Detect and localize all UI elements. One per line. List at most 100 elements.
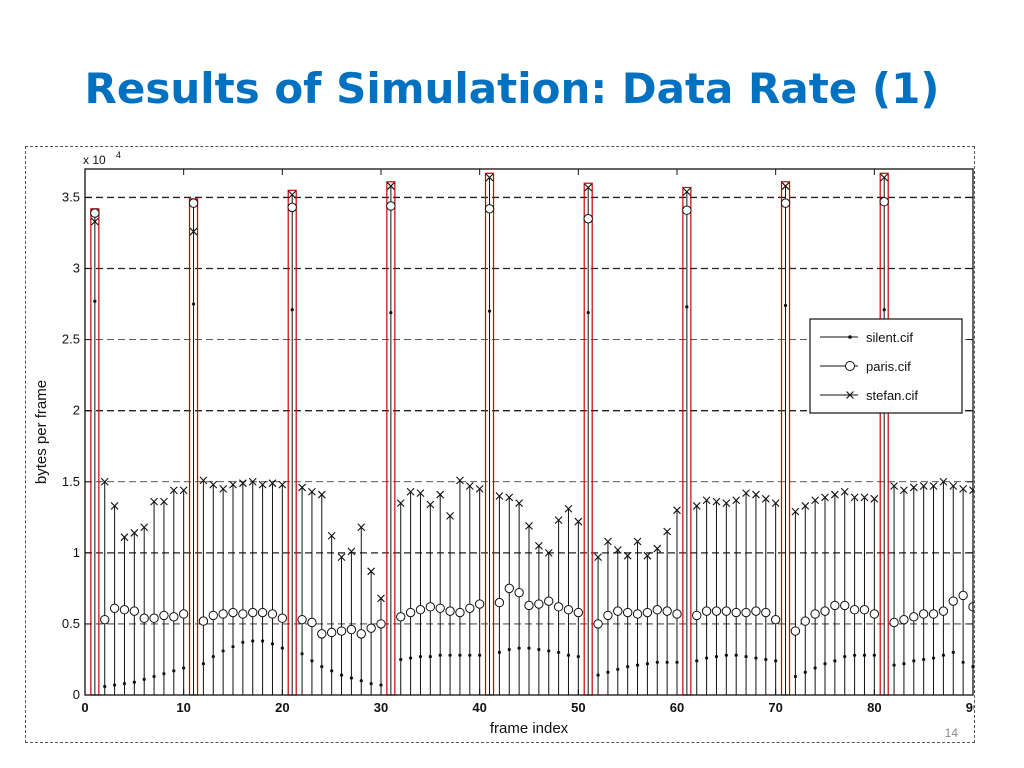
stefan-point: [100, 477, 109, 486]
stefan-point: [692, 502, 701, 510]
stefan-point: [485, 173, 494, 182]
stefan-point: [308, 487, 316, 496]
silent-point: [142, 677, 146, 681]
y-axis-label: bytes per frame: [33, 380, 50, 484]
silent-point: [290, 308, 294, 312]
stefan-point: [860, 493, 869, 502]
silent-point: [853, 653, 857, 657]
axes-box: [84, 168, 974, 696]
stefan-point: [160, 497, 168, 506]
paris-point: [238, 609, 248, 619]
silent-point: [813, 666, 817, 670]
silent-point: [557, 650, 561, 654]
paris-point: [563, 605, 574, 615]
paris-point: [257, 607, 268, 618]
paris-point: [494, 597, 505, 608]
paris-point: [859, 605, 870, 615]
paris-point: [721, 606, 732, 616]
stefan-point: [416, 489, 425, 498]
stefan-point: [396, 499, 405, 507]
paris-point: [524, 600, 534, 611]
stefan-point: [643, 551, 652, 560]
stem-chart: 0 0.5 1 1.5 2 2.5 3 3.5 0 10 20 30 40 50 60 70 80 90 x 10 4…: [33, 150, 974, 737]
paris-point: [90, 208, 100, 218]
x-tick-label: 80: [867, 700, 881, 715]
x-tick-label: 20: [275, 700, 289, 715]
paris-point: [396, 612, 406, 622]
silent-point: [428, 655, 432, 659]
y-tick-label: 0: [73, 687, 80, 702]
silent-point: [645, 662, 650, 666]
silent-point: [152, 674, 156, 679]
stefan-point: [712, 497, 721, 506]
paris-point: [790, 626, 801, 636]
legend-marker-dot: [848, 335, 852, 339]
silent-point: [211, 655, 215, 659]
silent-point: [231, 645, 235, 649]
stefan-point: [317, 490, 326, 499]
y-exponent-power: 4: [116, 150, 121, 160]
silent-point: [251, 639, 255, 643]
paris-point: [810, 609, 820, 619]
stefan-point: [465, 482, 474, 490]
stefan-point: [850, 493, 859, 502]
silent-point: [902, 662, 906, 666]
stefan-point: [120, 533, 129, 542]
paris-point: [307, 617, 317, 628]
stefan-point: [406, 487, 415, 496]
paris-point: [928, 609, 939, 619]
paris-point: [287, 202, 297, 213]
silent-point: [892, 663, 896, 667]
stefan-point: [337, 553, 346, 561]
stefan-point: [909, 483, 918, 492]
paris-point: [662, 606, 672, 616]
silent-point: [458, 653, 462, 657]
stefan-point: [525, 521, 533, 530]
silent-point: [754, 656, 758, 660]
x-tick-label: 50: [571, 700, 585, 715]
y-exponent-label: x 10: [83, 153, 106, 167]
silent-point: [339, 673, 344, 677]
stefan-point: [278, 480, 287, 489]
paris-point: [228, 607, 238, 618]
paris-point: [701, 606, 712, 616]
silent-point: [774, 659, 778, 663]
stefan-point: [505, 493, 514, 502]
paris-point: [346, 624, 357, 635]
x-axis-label: frame index: [490, 720, 569, 737]
stefan-point: [357, 523, 366, 532]
y-tick-label: 3: [73, 261, 80, 276]
paris-point: [188, 198, 199, 208]
paris-point: [514, 587, 524, 598]
stefan-point: [268, 479, 277, 488]
paris-point: [830, 600, 840, 611]
paris-point: [504, 583, 514, 594]
stefan-point: [288, 190, 297, 199]
paris-point: [415, 605, 426, 615]
silent-point: [201, 662, 205, 666]
paris-point: [731, 607, 741, 618]
stefan-point: [830, 490, 839, 499]
stefan-point: [623, 551, 632, 560]
stefan-point: [564, 504, 573, 513]
paris-point: [544, 596, 554, 606]
silent-point: [596, 673, 600, 677]
silent-point: [320, 664, 324, 669]
stefan-point: [811, 496, 820, 505]
paris-point: [692, 610, 702, 621]
stefan-point: [771, 499, 780, 507]
paris-point: [169, 612, 179, 622]
x-tick-label: 10: [176, 700, 190, 715]
paris-point: [445, 606, 455, 616]
silent-point: [872, 653, 876, 657]
legend-marker-x: [846, 391, 854, 399]
silent-point: [497, 650, 501, 654]
paris-point: [208, 610, 218, 621]
paris-point: [465, 603, 475, 613]
silent-point: [833, 659, 837, 663]
stefan-point: [258, 480, 267, 489]
paris-point: [474, 599, 485, 609]
y-tick-label: 2: [73, 403, 80, 418]
stefan-point: [426, 500, 435, 509]
silent-point: [951, 650, 955, 654]
